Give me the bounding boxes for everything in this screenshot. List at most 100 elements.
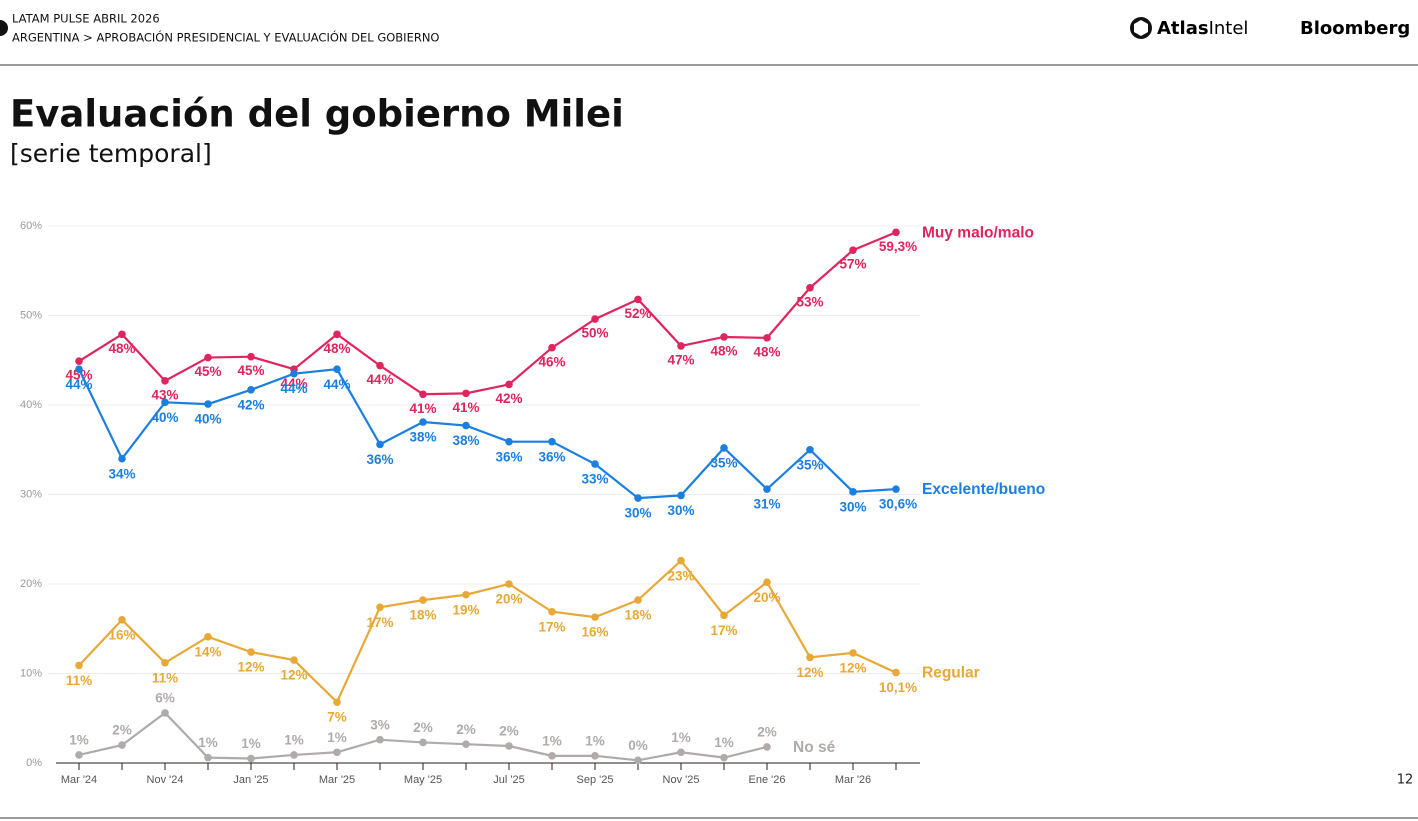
- data-label: 17%: [538, 619, 565, 634]
- chart-title: Evaluación del gobierno Milei: [10, 93, 624, 136]
- data-label: 41%: [452, 400, 479, 415]
- series-line: [78, 231, 897, 396]
- data-label: 42%: [237, 397, 264, 412]
- x-tick-label: May '25: [404, 774, 442, 786]
- data-label: 11%: [66, 673, 92, 688]
- data-point: [505, 380, 513, 389]
- data-label: 20%: [495, 592, 522, 607]
- y-tick-label: 50%: [20, 309, 42, 321]
- data-point: [161, 398, 169, 407]
- series-line: [78, 368, 897, 500]
- header-kicker: LATAM PULSE ABRIL 2026: [12, 12, 160, 26]
- data-point: [333, 698, 341, 706]
- data-point: [505, 742, 513, 750]
- data-label: 57%: [839, 257, 866, 272]
- data-label: 10,1%: [879, 680, 917, 695]
- x-tick-label: Sep '25: [577, 774, 614, 786]
- data-point: [763, 743, 771, 751]
- x-tick-label: Jul '25: [493, 774, 524, 786]
- data-point: [677, 342, 685, 350]
- data-label: 18%: [624, 608, 651, 623]
- data-point: [204, 353, 212, 362]
- series-name: Excelente/bueno: [922, 481, 1045, 498]
- series-line: [78, 559, 897, 705]
- y-tick-label: 20%: [20, 578, 42, 590]
- data-label: 1%: [671, 730, 691, 745]
- data-point: [376, 440, 384, 449]
- data-point: [505, 580, 513, 588]
- data-point: [548, 752, 556, 760]
- data-label: 40%: [194, 412, 221, 427]
- x-tick-label: Mar '24: [61, 774, 97, 786]
- data-point: [677, 748, 685, 757]
- data-label: 1%: [69, 733, 89, 748]
- x-tick-label: Mar '26: [835, 774, 871, 786]
- data-point: [333, 330, 341, 339]
- data-point: [763, 334, 771, 342]
- data-label: 50%: [581, 326, 608, 341]
- data-label: 36%: [495, 449, 522, 464]
- data-label: 1%: [585, 733, 605, 748]
- data-label: 23%: [667, 568, 694, 583]
- data-point: [161, 709, 169, 717]
- data-point: [806, 445, 814, 454]
- data-label: 44%: [65, 377, 92, 392]
- data-point: [849, 488, 857, 496]
- data-point: [462, 590, 470, 599]
- data-point: [290, 751, 298, 759]
- data-label: 33%: [581, 472, 608, 487]
- data-label: 17%: [366, 615, 393, 630]
- data-point: [118, 454, 126, 463]
- chart-subtitle: [serie temporal]: [10, 139, 212, 168]
- brand-name: AtlasIntel: [1157, 18, 1248, 39]
- data-label: 19%: [452, 602, 479, 617]
- data-label: 46%: [538, 354, 565, 369]
- data-point: [75, 365, 83, 374]
- data-point: [591, 752, 599, 760]
- data-point: [290, 369, 298, 378]
- data-point: [75, 661, 83, 670]
- data-point: [548, 437, 556, 446]
- data-label: 38%: [452, 433, 479, 448]
- y-tick-label: 30%: [20, 488, 42, 500]
- data-point: [204, 633, 212, 641]
- x-tick-label: Nov '25: [663, 774, 700, 786]
- data-label: 48%: [108, 341, 135, 356]
- data-point: [376, 735, 384, 744]
- data-point: [462, 389, 470, 398]
- data-label: 36%: [538, 449, 565, 464]
- data-label: 38%: [409, 430, 436, 445]
- series-name: Regular: [922, 665, 980, 682]
- data-point: [763, 485, 771, 493]
- data-point: [763, 578, 771, 587]
- data-label: 48%: [753, 344, 780, 359]
- y-tick-label: 10%: [20, 667, 42, 679]
- data-label: 53%: [796, 294, 823, 309]
- header-breadcrumb: ARGENTINA > APROBACIÓN PRESIDENCIAL Y EV…: [12, 30, 440, 45]
- data-label: 12%: [237, 660, 264, 675]
- data-label: 3%: [370, 717, 390, 732]
- data-point: [677, 556, 685, 565]
- data-label: 7%: [327, 710, 347, 725]
- header-logo: [0, 20, 8, 36]
- data-point: [462, 421, 470, 430]
- data-point: [419, 596, 427, 604]
- data-point: [591, 315, 599, 323]
- data-point: [892, 228, 900, 237]
- data-label: 1%: [284, 733, 304, 748]
- data-label: 17%: [710, 623, 737, 638]
- data-point: [720, 611, 728, 620]
- data-point: [548, 343, 556, 352]
- data-point: [806, 283, 814, 292]
- data-point: [161, 658, 169, 667]
- data-point: [118, 616, 126, 624]
- data-label: 30,6%: [879, 497, 917, 512]
- data-point: [591, 613, 599, 621]
- data-label: 44%: [366, 372, 393, 387]
- data-label: 6%: [155, 690, 175, 705]
- data-label: 31%: [753, 497, 780, 512]
- data-label: 2%: [456, 722, 476, 737]
- brand-light: Intel: [1209, 18, 1249, 39]
- data-point: [634, 756, 642, 765]
